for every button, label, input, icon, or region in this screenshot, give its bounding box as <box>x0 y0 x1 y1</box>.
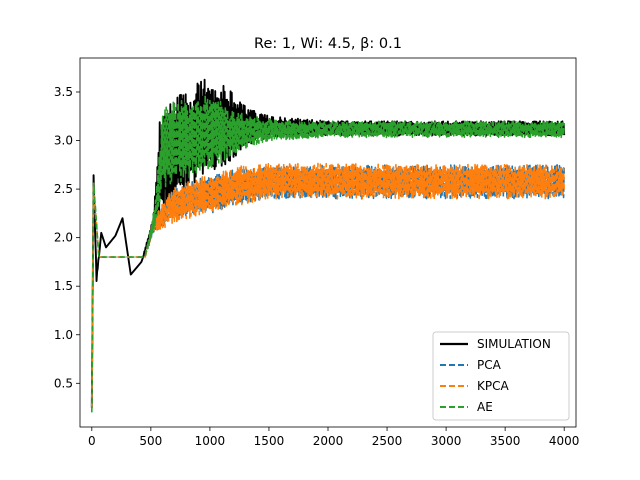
x-tick-label: 1000 <box>195 434 226 448</box>
chart-title: Re: 1, Wi: 4.5, β: 0.1 <box>254 36 402 52</box>
x-tick-label: 2000 <box>313 434 344 448</box>
y-tick-label: 2.0 <box>54 231 73 245</box>
y-tick-label: 0.5 <box>54 376 73 390</box>
legend-label: KPCA <box>477 379 509 393</box>
legend: SIMULATION PCA KPCA AE <box>432 331 570 421</box>
series-line-ae <box>91 94 565 413</box>
y-axis: 0.5 1.0 1.5 2.0 2.5 3.0 3.5 <box>54 85 80 390</box>
x-tick-label: 500 <box>139 434 162 448</box>
legend-label: SIMULATION <box>477 337 551 351</box>
plot-series-layer <box>90 78 566 413</box>
y-tick-label: 3.5 <box>54 85 73 99</box>
y-tick-label: 1.0 <box>54 328 73 342</box>
x-axis: 0 500 1000 1500 2000 2500 3000 3500 4000 <box>88 427 579 448</box>
y-tick-label: 1.5 <box>54 279 73 293</box>
series-line-kpca <box>91 162 565 408</box>
x-tick-label: 4000 <box>549 434 580 448</box>
x-tick-label: 3000 <box>431 434 462 448</box>
legend-label: AE <box>477 400 493 414</box>
y-tick-label: 2.5 <box>54 182 73 196</box>
y-tick-label: 3.0 <box>54 134 73 148</box>
x-tick-label: 2500 <box>372 434 403 448</box>
x-tick-label: 3500 <box>490 434 521 448</box>
x-tick-label: 1500 <box>254 434 285 448</box>
x-tick-label: 0 <box>88 434 96 448</box>
legend-label: PCA <box>477 358 502 372</box>
legend-box <box>432 331 570 421</box>
